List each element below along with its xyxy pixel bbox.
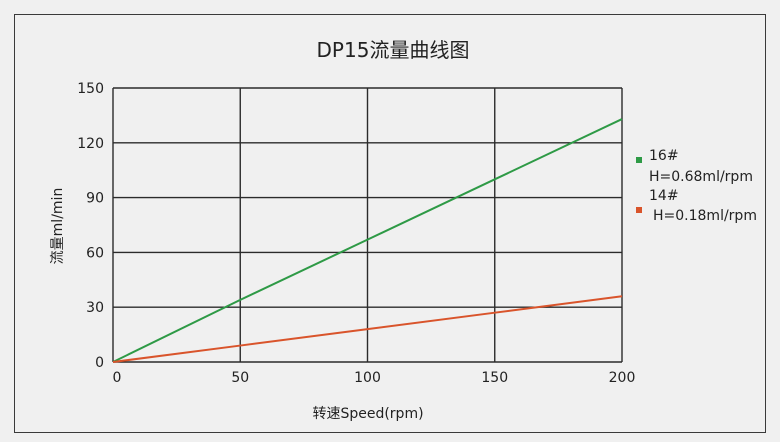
legend-swatch-1	[636, 157, 642, 163]
y-tick-label: 30	[86, 300, 104, 316]
y-tick-label: 120	[77, 136, 104, 152]
y-tick-label: 90	[86, 191, 104, 207]
legend: 16# H=0.68ml/rpm 14# H=0.18ml/rpm	[636, 148, 757, 224]
chart-title: DP15流量曲线图	[317, 38, 470, 62]
series-line-2	[112, 295, 623, 363]
legend-swatch-2	[636, 207, 642, 213]
x-tick-label: 150	[481, 370, 508, 386]
x-tick-label: 50	[231, 370, 249, 386]
series-lines	[112, 118, 623, 363]
legend-detail: H=0.68ml/rpm	[649, 169, 753, 185]
x-axis-label: 转速Speed(rpm)	[312, 406, 423, 422]
x-tick-label: 200	[609, 370, 636, 386]
x-tick-label: 0	[113, 370, 122, 386]
series-line-1	[112, 118, 623, 363]
y-tick-label: 0	[95, 355, 104, 371]
y-tick-label: 60	[86, 245, 104, 261]
x-tick-label: 100	[354, 370, 381, 386]
legend-label: 16#	[649, 148, 679, 164]
legend-detail: H=0.18ml/rpm	[653, 208, 757, 224]
y-tick-label: 150	[77, 81, 104, 97]
tick-labels: 0 30 60 90 120 150 0 50 100 150 200	[77, 81, 635, 386]
grid	[112, 87, 623, 363]
chart-frame	[14, 14, 766, 433]
legend-label: 14#	[649, 188, 679, 204]
y-axis-label: 流量ml/min	[50, 188, 66, 265]
